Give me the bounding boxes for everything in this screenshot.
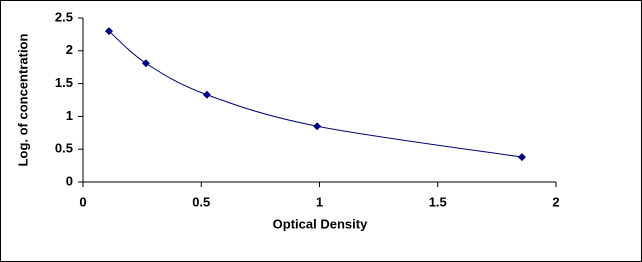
point [141, 59, 150, 68]
y-tick-label: 0 [66, 173, 73, 188]
x-tick-label: 0 [79, 194, 86, 209]
point [313, 122, 322, 131]
x-axis-title: Optical Density [273, 216, 368, 231]
y-tick-label: 2 [66, 42, 73, 57]
point [202, 90, 211, 99]
y-tick-label: 2.5 [55, 9, 73, 24]
y-tick-label: 1.5 [55, 75, 73, 90]
point [517, 153, 526, 162]
y-tick-label: 0.5 [55, 141, 73, 156]
y-tick-label: 1 [66, 108, 73, 123]
x-tick-label: 1.5 [429, 194, 447, 209]
x-tick-label: 2 [552, 194, 559, 209]
x-tick-label: 0.5 [192, 194, 210, 209]
x-tick-label: 1 [316, 194, 323, 209]
point [105, 27, 114, 36]
fit-line [108, 30, 523, 158]
y-axis-title: Log. of concentration [15, 34, 30, 167]
